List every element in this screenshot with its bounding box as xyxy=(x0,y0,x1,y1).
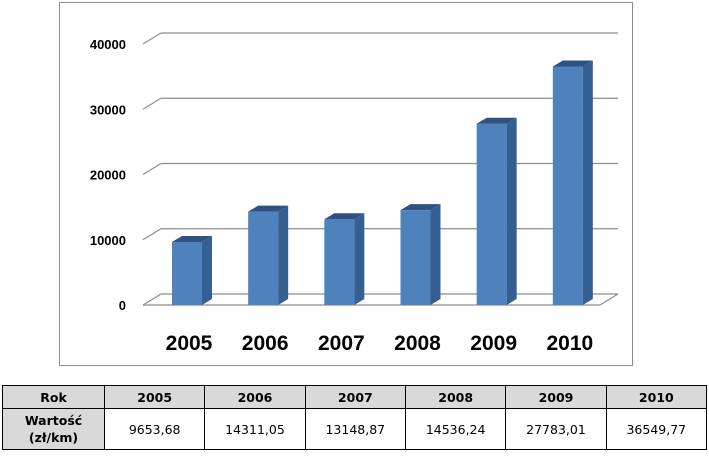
bar xyxy=(400,204,441,305)
x-tick-label: 2005 xyxy=(166,332,213,355)
x-tick-label: 2007 xyxy=(318,332,365,355)
bar xyxy=(172,236,212,305)
table-cell-value: 13148,87 xyxy=(304,408,406,450)
y-tick-label: 10000 xyxy=(90,233,126,248)
bar-side xyxy=(354,213,365,305)
bar-side xyxy=(278,205,289,305)
bar-front xyxy=(248,211,279,305)
bar-top xyxy=(324,213,365,220)
table-cell-value: 27783,01 xyxy=(505,408,607,450)
bar xyxy=(248,205,289,305)
bar-top xyxy=(400,204,441,211)
bar-top xyxy=(476,117,517,124)
x-tick-label: 2006 xyxy=(242,332,289,355)
y-tick-label: 0 xyxy=(119,298,126,313)
bar-side xyxy=(582,60,593,305)
bar-front xyxy=(552,66,583,305)
x-axis-ticks: 2005 2006 2007 2008 2009 2010 xyxy=(166,332,594,355)
gridline-connector xyxy=(142,228,162,241)
table-cell-value: 14311,05 xyxy=(204,408,306,450)
bar xyxy=(476,117,517,306)
bar-side xyxy=(506,117,517,306)
table-header-year: 2008 xyxy=(404,385,507,409)
table-cell-value: 9653,68 xyxy=(103,408,206,450)
floor-right-edge xyxy=(599,293,619,306)
y-axis-ticks: 0 10000 20000 30000 40000 xyxy=(90,37,126,313)
row-label-line1: Wartość xyxy=(24,413,83,428)
gridline-connector xyxy=(142,293,162,306)
table-row: Wartość (zł/km) 9653,68 14311,05 13148,8… xyxy=(2,408,708,450)
bar-front xyxy=(400,210,431,305)
gridline-connector xyxy=(142,32,162,45)
table-header-row: Rok 2005 2006 2007 2008 2009 2010 xyxy=(2,385,708,409)
chart-area: 0 10000 20000 30000 40000 2005 2006 2007 2008 20… xyxy=(59,2,633,366)
gridline-connector xyxy=(142,162,162,176)
bar-top xyxy=(552,60,593,67)
table-row-label: Wartość (zł/km) xyxy=(2,408,105,450)
bar-top xyxy=(248,205,289,212)
y-tick-label: 40000 xyxy=(90,37,126,52)
x-tick-label: 2009 xyxy=(470,332,517,355)
bars xyxy=(172,60,593,306)
y-tick-label: 20000 xyxy=(90,168,126,183)
bar-top xyxy=(172,236,212,243)
table-cell-value: 36549,77 xyxy=(605,408,708,450)
gridlines xyxy=(142,32,619,306)
x-tick-label: 2010 xyxy=(546,332,593,355)
data-table: Rok 2005 2006 2007 2008 2009 2010 Wartoś… xyxy=(2,385,708,450)
table-header-year: 2005 xyxy=(103,385,206,409)
table-header-year: 2007 xyxy=(304,385,406,409)
bar-front xyxy=(476,123,507,306)
table-header-year: 2006 xyxy=(204,385,306,409)
table-cell-value: 14536,24 xyxy=(404,408,507,450)
bar-front xyxy=(172,242,202,305)
bar-front xyxy=(324,219,355,305)
bar-side xyxy=(430,204,441,305)
x-tick-label: 2008 xyxy=(394,332,441,355)
bar xyxy=(324,213,365,305)
bar xyxy=(552,60,593,305)
table-header-label: Rok xyxy=(2,385,105,409)
gridline-connector xyxy=(142,97,162,110)
row-label-line2: (zł/km) xyxy=(28,430,79,445)
y-tick-label: 30000 xyxy=(90,102,126,117)
bar-side xyxy=(202,236,212,305)
table-header-year: 2010 xyxy=(605,385,708,409)
table-header-year: 2009 xyxy=(505,385,607,409)
